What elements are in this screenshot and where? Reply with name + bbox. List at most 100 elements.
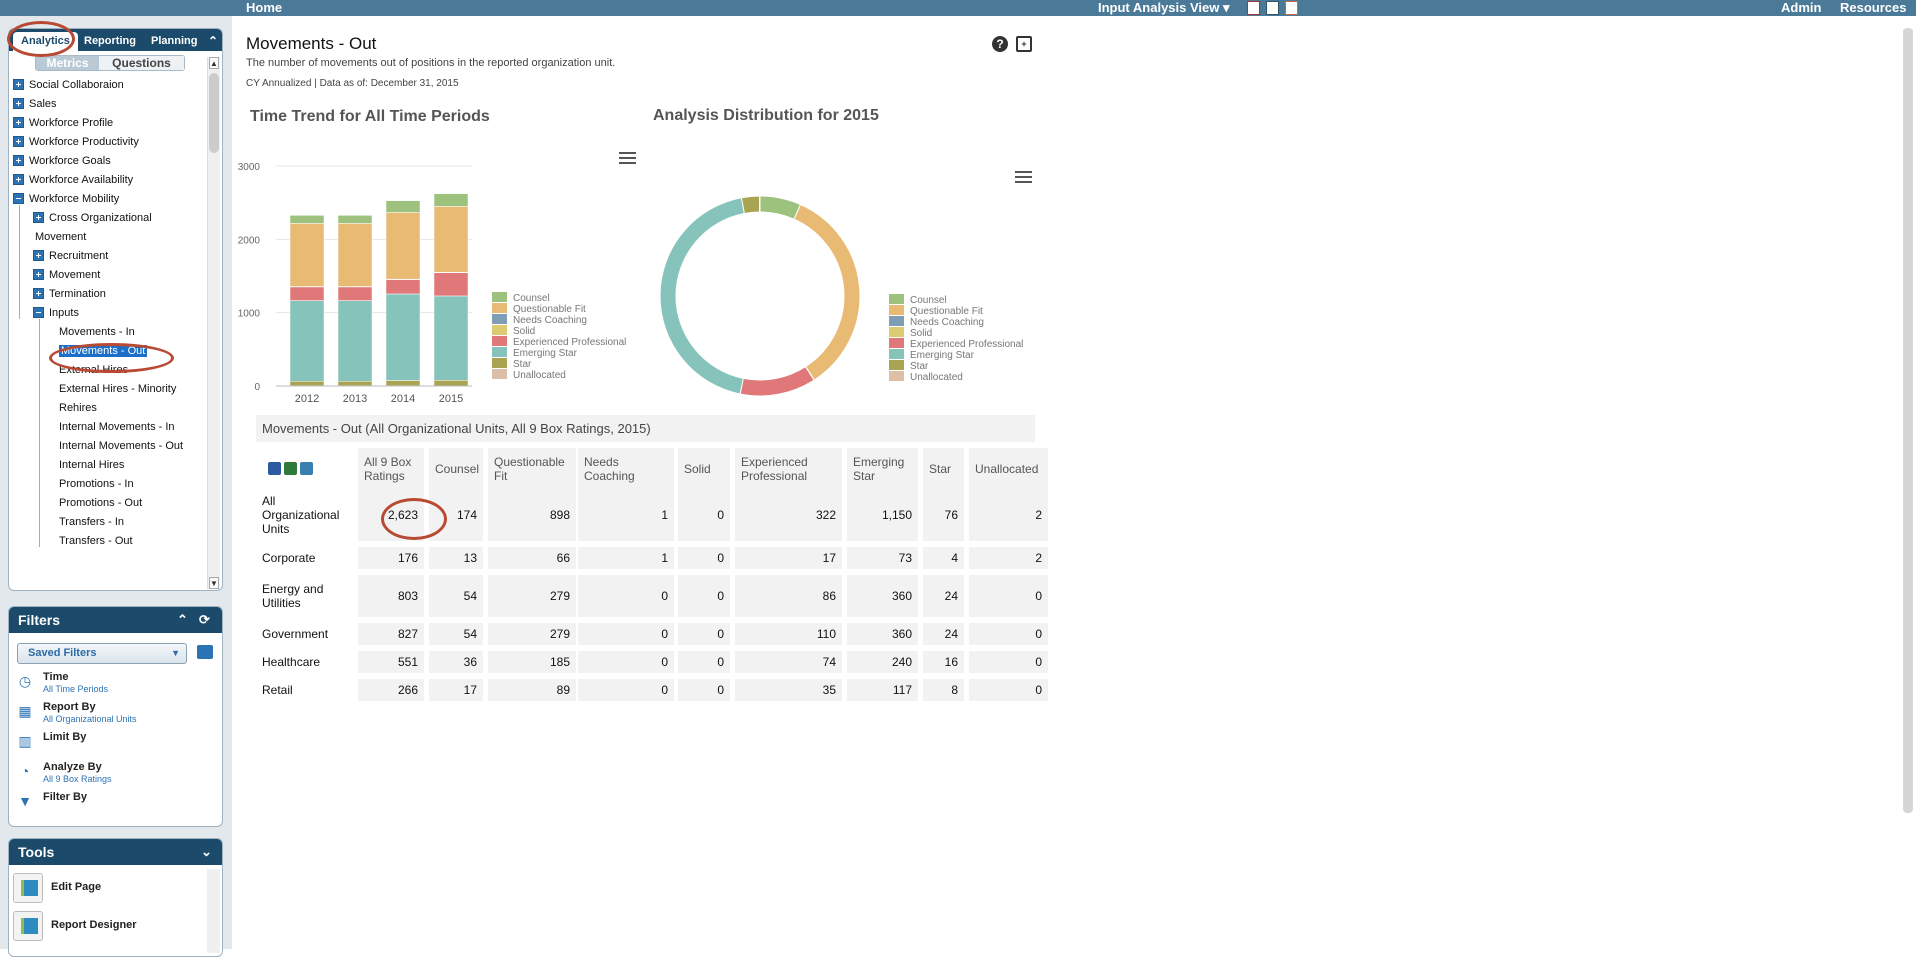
tree-node[interactable]: Workforce Productivity (13, 134, 139, 150)
tree-node[interactable]: Movement (33, 267, 100, 283)
tree-leaf[interactable]: Internal Movements - Out (57, 438, 183, 454)
edit-page-button[interactable]: Edit Page (13, 871, 203, 905)
tree-node[interactable]: Workforce Mobility (13, 191, 119, 207)
tree-node[interactable]: Termination (33, 286, 106, 302)
view-menu[interactable]: Input Analysis View ▾ (1098, 0, 1230, 16)
tree-node[interactable]: Recruitment (33, 248, 108, 264)
legend-item[interactable]: Unallocated (889, 371, 963, 382)
collapse-icon[interactable]: ⌃ (208, 32, 218, 51)
table-cell[interactable]: 117 (847, 679, 918, 701)
saved-filters-dropdown[interactable]: Saved Filters ▼ (17, 643, 187, 664)
collapse-up-icon[interactable]: ⌃ (177, 607, 188, 633)
ppt-export-icon[interactable] (1285, 1, 1298, 15)
table-cell[interactable]: 0 (578, 679, 674, 701)
column-header[interactable]: Needs Coaching (578, 448, 674, 489)
word-export-icon[interactable] (1266, 1, 1279, 15)
table-cell[interactable]: 0 (969, 575, 1048, 617)
tree-node[interactable]: Workforce Goals (13, 153, 111, 169)
tools-scrollbar[interactable] (207, 869, 220, 953)
expand-node-icon[interactable] (13, 174, 24, 185)
table-cell[interactable]: 110 (735, 623, 842, 645)
expand-node-icon[interactable] (33, 212, 44, 223)
refresh-icon[interactable]: ⟳ (199, 607, 210, 633)
admin-link[interactable]: Admin (1781, 0, 1821, 16)
table-cell[interactable]: 0 (678, 575, 730, 617)
table-cell[interactable]: 279 (488, 575, 576, 617)
table-cell[interactable]: 54 (429, 623, 483, 645)
table-cell[interactable]: 0 (578, 651, 674, 673)
table-cell[interactable]: 0 (969, 679, 1048, 701)
expand-node-icon[interactable] (33, 288, 44, 299)
tree-leaf[interactable]: External Hires - Minority (57, 381, 176, 397)
table-cell[interactable]: 73 (847, 547, 918, 569)
table-cell[interactable]: 176 (358, 547, 424, 569)
tree-leaf[interactable]: Transfers - In (57, 514, 124, 530)
legend-item[interactable]: Questionable Fit (889, 305, 983, 316)
table-cell[interactable]: 1,150 (847, 489, 918, 541)
table-cell[interactable]: 2 (969, 489, 1048, 541)
expand-node-icon[interactable] (13, 136, 24, 147)
tree-node[interactable]: Workforce Availability (13, 172, 133, 188)
table-cell[interactable]: 551 (358, 651, 424, 673)
resources-link[interactable]: Resources (1840, 0, 1906, 16)
column-header[interactable]: Counsel (429, 448, 483, 489)
table-cell[interactable]: 0 (578, 623, 674, 645)
table-cell[interactable]: 0 (578, 575, 674, 617)
filter-value[interactable]: All Time Periods (43, 684, 108, 694)
tree-leaf[interactable]: Promotions - In (57, 476, 134, 492)
table-cell[interactable]: 8 (923, 679, 964, 701)
tab-reporting[interactable]: Reporting (84, 32, 136, 51)
table-cell[interactable]: 86 (735, 575, 842, 617)
table-cell[interactable]: 2 (969, 547, 1048, 569)
row-header[interactable]: Government (256, 623, 352, 645)
table-cell[interactable]: 36 (429, 651, 483, 673)
pdf-export-icon[interactable] (1247, 1, 1260, 15)
table-cell[interactable]: 13 (429, 547, 483, 569)
table-cell[interactable]: 17 (735, 547, 842, 569)
tree-node[interactable]: Workforce Profile (13, 115, 113, 131)
tree-leaf[interactable]: Internal Movements - In (57, 419, 175, 435)
table-cell[interactable]: 0 (678, 651, 730, 673)
row-header[interactable]: Energy and Utilities (256, 575, 352, 617)
filter-settings-icon[interactable] (197, 645, 213, 659)
tree-leaf[interactable]: Transfers - Out (57, 533, 133, 549)
legend-item[interactable]: Counsel (492, 292, 550, 303)
table-cell[interactable]: 360 (847, 575, 918, 617)
table-cell[interactable]: 0 (969, 623, 1048, 645)
tree-leaf[interactable]: Promotions - Out (57, 495, 142, 511)
legend-item[interactable]: Solid (889, 327, 932, 338)
report-designer-button[interactable]: Report Designer (13, 909, 203, 943)
column-header[interactable]: Solid (678, 448, 730, 489)
table-cell[interactable]: 89 (488, 679, 576, 701)
legend-item[interactable]: Experienced Professional (492, 336, 626, 347)
table-cell[interactable]: 54 (429, 575, 483, 617)
comment-icon[interactable]: + (1016, 36, 1032, 52)
chart-menu-icon[interactable] (1015, 171, 1032, 184)
collapse-node-icon[interactable] (13, 193, 24, 204)
table-cell[interactable]: 0 (678, 623, 730, 645)
help-icon[interactable]: ? (992, 36, 1008, 52)
table-cell[interactable]: 24 (923, 623, 964, 645)
tree-node[interactable]: Cross Organizational (33, 210, 152, 226)
expand-node-icon[interactable] (13, 155, 24, 166)
legend-item[interactable]: Experienced Professional (889, 338, 1023, 349)
table-cell[interactable]: 322 (735, 489, 842, 541)
legend-item[interactable]: Star (889, 360, 928, 371)
tree-node[interactable]: Sales (13, 96, 57, 112)
expand-down-icon[interactable]: ⌄ (201, 839, 212, 865)
metrics-toggle[interactable]: Metrics (36, 56, 99, 70)
csv-export-icon[interactable] (300, 462, 313, 475)
table-cell[interactable]: 1 (578, 547, 674, 569)
table-cell[interactable]: 66 (488, 547, 576, 569)
expand-node-icon[interactable] (33, 269, 44, 280)
legend-item[interactable]: Questionable Fit (492, 303, 586, 314)
tree-leaf[interactable]: Internal Hires (57, 457, 124, 473)
column-header[interactable]: Star (923, 448, 964, 489)
row-header[interactable]: Corporate (256, 547, 352, 569)
table-cell[interactable]: 17 (429, 679, 483, 701)
legend-item[interactable]: Emerging Star (492, 347, 577, 358)
column-header[interactable]: Experienced Professional (735, 448, 842, 489)
table-cell[interactable]: 0 (969, 651, 1048, 673)
table-cell[interactable]: 74 (735, 651, 842, 673)
excel-export-icon[interactable] (284, 462, 297, 475)
